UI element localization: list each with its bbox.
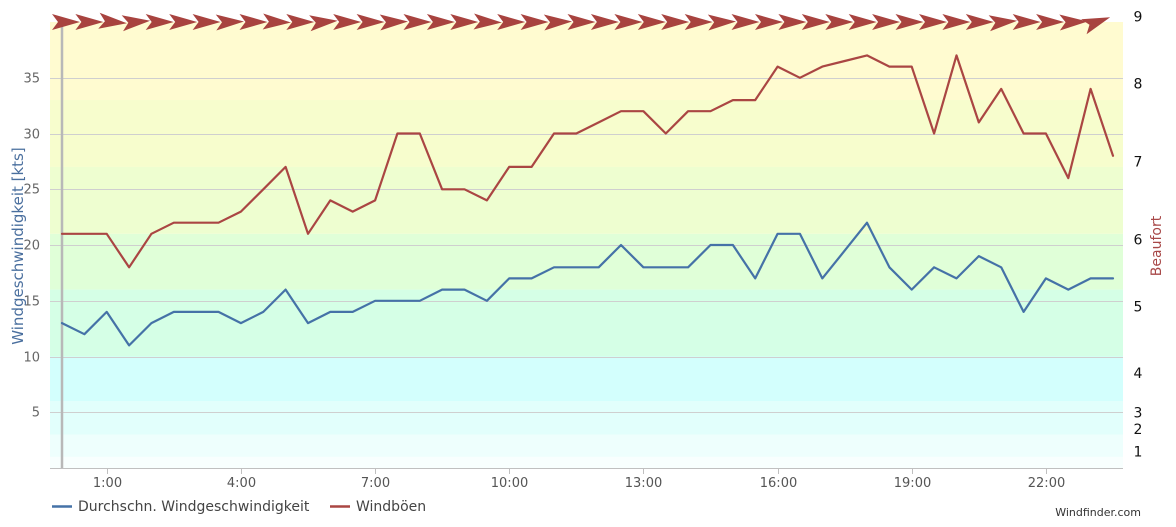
x-axis-ticks: 1:00 4:00 7:00 10:00 13:00 16:00 19:00 22:00 <box>93 468 1065 491</box>
wind-direction-arrow-icon <box>1012 14 1041 30</box>
y-tick-label: 25 <box>23 183 40 198</box>
x-tick-label: 1:00 <box>93 476 122 491</box>
wind-direction-arrow-icon <box>895 14 924 30</box>
wind-direction-arrow-icon <box>942 14 971 30</box>
wind-direction-arrow-icon <box>778 14 807 30</box>
x-tick-label: 7:00 <box>361 476 390 491</box>
beaufort-band-8 <box>50 22 1123 101</box>
wind-direction-arrow-icon <box>684 14 713 30</box>
beaufort-band-2 <box>50 401 1123 435</box>
wind-direction-arrow-icon <box>286 14 315 30</box>
beaufort-tick-label: 5 <box>1134 299 1143 315</box>
wind-direction-arrow-icon <box>215 14 244 31</box>
wind-direction-arrow-icon <box>356 14 385 30</box>
beaufort-band-4 <box>50 289 1123 357</box>
x-tick-label: 19:00 <box>894 476 931 491</box>
wind-direction-arrow-icon <box>567 14 596 30</box>
gridlines <box>50 78 1123 413</box>
x-tick-label: 13:00 <box>625 476 662 491</box>
wind-direction-arrow-icon <box>825 14 854 30</box>
wind-direction-arrow-icon <box>731 14 760 30</box>
wind-direction-arrow-icon <box>965 14 994 30</box>
wind-direction-arrow-icon <box>848 14 877 30</box>
beaufort-band-1 <box>50 434 1123 457</box>
wind-direction-arrow-icon <box>590 14 619 30</box>
wind-direction-arrow-icon <box>1036 14 1065 30</box>
beaufort-tick-label: 3 <box>1134 405 1143 421</box>
beaufort-band-7 <box>50 100 1123 167</box>
beaufort-tick-label: 7 <box>1134 154 1143 170</box>
avg-wind-speed-line <box>60 221 1115 347</box>
x-tick-label: 16:00 <box>760 476 797 491</box>
beaufort-tick-label: 1 <box>1134 444 1143 460</box>
wind-direction-arrow-icon <box>426 14 455 30</box>
wind-direction-arrow-icon <box>192 14 221 30</box>
y-tick-label: 20 <box>23 239 40 254</box>
beaufort-tick-label: 8 <box>1134 76 1143 92</box>
wind-direction-arrow-icon <box>919 14 947 30</box>
credit-text: Windfinder.com <box>1055 506 1141 519</box>
wind-direction-arrow-icon <box>239 14 268 30</box>
wind-direction-arrow-icon <box>497 14 526 30</box>
y-tick-label: 35 <box>23 72 40 87</box>
wind-direction-arrow-icon <box>98 12 127 29</box>
beaufort-tick-label: 4 <box>1134 366 1143 382</box>
series-lines <box>60 54 1115 347</box>
wind-direction-arrow-icon <box>75 14 104 30</box>
beaufort-tick-label: 2 <box>1134 422 1143 438</box>
wind-direction-arrow-icon <box>403 14 432 30</box>
beaufort-axis-title: Beaufort <box>1149 215 1165 276</box>
x-tick-label: 10:00 <box>491 476 528 491</box>
wind-direction-arrow-icon <box>309 15 338 32</box>
beaufort-band-0 <box>50 456 1123 468</box>
gust-line <box>60 54 1115 269</box>
wind-direction-arrow-icon <box>988 15 1018 32</box>
wind-direction-arrow-icon <box>755 14 783 30</box>
wind-direction-arrow-icon <box>872 14 901 30</box>
wind-direction-arrow-icon <box>637 14 666 30</box>
beaufort-band-6 <box>50 166 1123 234</box>
legend: Durchschn. Windgeschwindigkeit Windböen <box>52 499 426 515</box>
y-tick-label: 10 <box>23 351 40 366</box>
beaufort-band-5 <box>50 233 1123 290</box>
wind-direction-arrow-icon <box>614 14 643 30</box>
wind-direction-arrow-icon <box>801 14 830 30</box>
wind-direction-arrow-icon <box>262 13 291 30</box>
direction-arrows <box>52 12 1111 35</box>
wind-direction-arrow-icon <box>145 14 174 30</box>
x-tick-label: 4:00 <box>227 476 256 491</box>
wind-direction-arrow-icon <box>707 14 737 31</box>
wind-direction-arrow-icon <box>52 14 80 30</box>
y-axis-ticks: 5 10 15 20 25 30 35 <box>23 72 40 421</box>
y-tick-label: 15 <box>23 295 40 310</box>
legend-label: Windböen <box>356 499 426 515</box>
y-axis-title: Windgeschwindigkeit [kts] <box>9 147 27 344</box>
wind-direction-arrow-icon <box>1059 14 1088 31</box>
wind-direction-arrow-icon <box>520 14 549 30</box>
wind-direction-arrow-icon <box>333 14 362 30</box>
wind-direction-arrow-icon <box>121 15 151 32</box>
beaufort-tick-label: 9 <box>1134 9 1143 25</box>
y-tick-label: 5 <box>32 406 40 421</box>
wind-direction-arrow-icon <box>1081 17 1111 35</box>
legend-label: Durchschn. Windgeschwindigkeit <box>78 499 310 515</box>
wind-direction-arrow-icon <box>661 14 690 30</box>
y-tick-label: 30 <box>23 128 40 143</box>
wind-direction-arrow-icon <box>450 14 479 30</box>
wind-direction-arrow-icon <box>473 13 502 30</box>
x-tick-label: 22:00 <box>1028 476 1065 491</box>
wind-direction-arrow-icon <box>379 14 408 31</box>
beaufort-bands <box>50 22 1123 468</box>
wind-direction-arrow-icon <box>543 14 573 31</box>
wind-direction-arrow-icon <box>169 14 198 30</box>
beaufort-band-3 <box>50 356 1123 402</box>
beaufort-tick-label: 6 <box>1134 232 1143 248</box>
